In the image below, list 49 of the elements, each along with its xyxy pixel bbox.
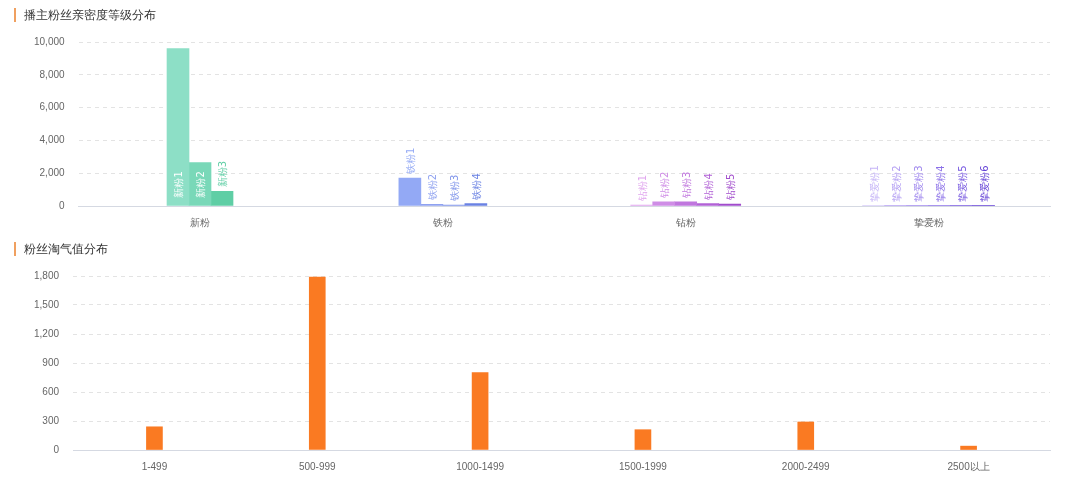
text: 钻粉5 [724,173,736,202]
text: 铁粉1 [404,147,416,176]
text: 铁粉3 [448,174,460,203]
text: 挚爱粉2 [890,165,902,202]
text: 新粉3 [217,160,229,188]
x-tick-label: 1500-1999 [619,460,668,472]
bar [146,426,163,450]
y-tick-label: 0 [53,443,60,455]
text: 钻粉2 [658,171,670,199]
chart-title: 粉丝淘气值分布 [14,242,1080,256]
y-tick-label: 6,000 [39,101,66,113]
y-tick-label: 4,000 [39,134,66,146]
x-tick-label: 铁粉 [431,216,453,228]
x-tick-label: 钻粉 [674,216,696,228]
text: 挚爱粉5 [956,165,968,202]
bar [960,445,977,450]
bar [471,372,489,450]
y-tick-label: 8,000 [39,68,66,80]
x-tick-label: 500-999 [298,460,337,472]
x-tick-label: 1-499 [141,460,168,472]
y-tick-label: 0 [59,199,66,211]
bar [797,421,815,450]
text: 挚爱粉4 [934,165,946,202]
x-tick-label: 新粉 [190,216,211,228]
text: 铁粉2 [426,173,438,202]
x-tick-label: 1000-1499 [456,460,505,472]
chart-title: 播主粉丝亲密度等级分布 [14,8,1080,22]
bar [634,429,652,450]
y-tick-label: 600 [42,385,60,397]
y-tick-label: 10,000 [33,35,66,47]
text: 钻粉3 [680,171,692,199]
x-tick-label: 挚爱粉 [913,216,944,228]
text: 挚爱粉1 [868,165,880,202]
x-tick-label: 2000-2499 [781,460,831,472]
series-label: 新粉2 [195,171,207,198]
bar [308,276,326,450]
text: 钻粉1 [636,174,648,203]
y-tick-label: 300 [42,414,60,426]
text: 铁粉4 [470,173,482,201]
x-tick-label: 2500以上 [947,460,990,472]
text: 钻粉4 [702,173,714,201]
y-tick-label: 1,200 [33,327,60,339]
y-tick-label: 900 [42,356,60,368]
text: 挚爱粉3 [912,165,924,202]
y-tick-label: 2,000 [39,166,66,178]
y-tick-label: 1,800 [33,269,60,281]
text: 挚爱粉6 [978,165,990,202]
series-label: 新粉1 [173,171,185,198]
y-tick-label: 1,500 [33,298,60,310]
